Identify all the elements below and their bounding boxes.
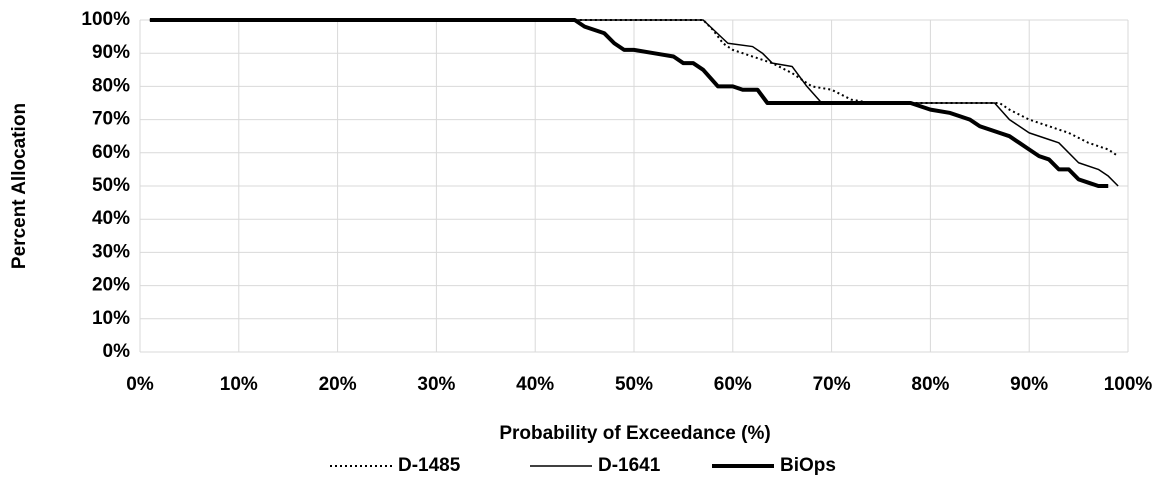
y-tick-label: 90%	[92, 42, 130, 63]
y-tick-label: 100%	[81, 9, 130, 30]
line-series	[149, 18, 1109, 188]
y-tick-label: 80%	[92, 75, 130, 96]
line-series	[149, 19, 1119, 157]
legend-label: BiOps	[780, 455, 836, 476]
x-tick-label: 100%	[1104, 374, 1153, 395]
y-tick-label: 60%	[92, 142, 130, 163]
x-tick-label: 10%	[220, 374, 258, 395]
legend-label: D-1485	[398, 455, 461, 476]
x-tick-label: 40%	[516, 374, 554, 395]
y-tick-label: 0%	[103, 341, 131, 362]
x-tick-label: 60%	[714, 374, 752, 395]
y-tick-label: 50%	[92, 175, 130, 196]
x-tick-label: 0%	[126, 374, 154, 395]
y-tick-label: 40%	[92, 208, 130, 229]
legend-label: D-1641	[598, 455, 661, 476]
x-axis-title: Probability of Exceedance (%)	[499, 423, 770, 444]
x-tick-label: 50%	[615, 374, 653, 395]
x-tick-label: 70%	[813, 374, 851, 395]
y-tick-label: 30%	[92, 241, 130, 262]
x-tick-label: 30%	[417, 374, 455, 395]
x-tick-label: 20%	[319, 374, 357, 395]
x-tick-label: 90%	[1010, 374, 1048, 395]
y-tick-label: 10%	[92, 308, 130, 329]
x-tick-label: 80%	[911, 374, 949, 395]
y-tick-label: 70%	[92, 109, 130, 130]
y-tick-label: 20%	[92, 275, 130, 296]
y-axis-title: Percent Allocation	[9, 103, 30, 269]
